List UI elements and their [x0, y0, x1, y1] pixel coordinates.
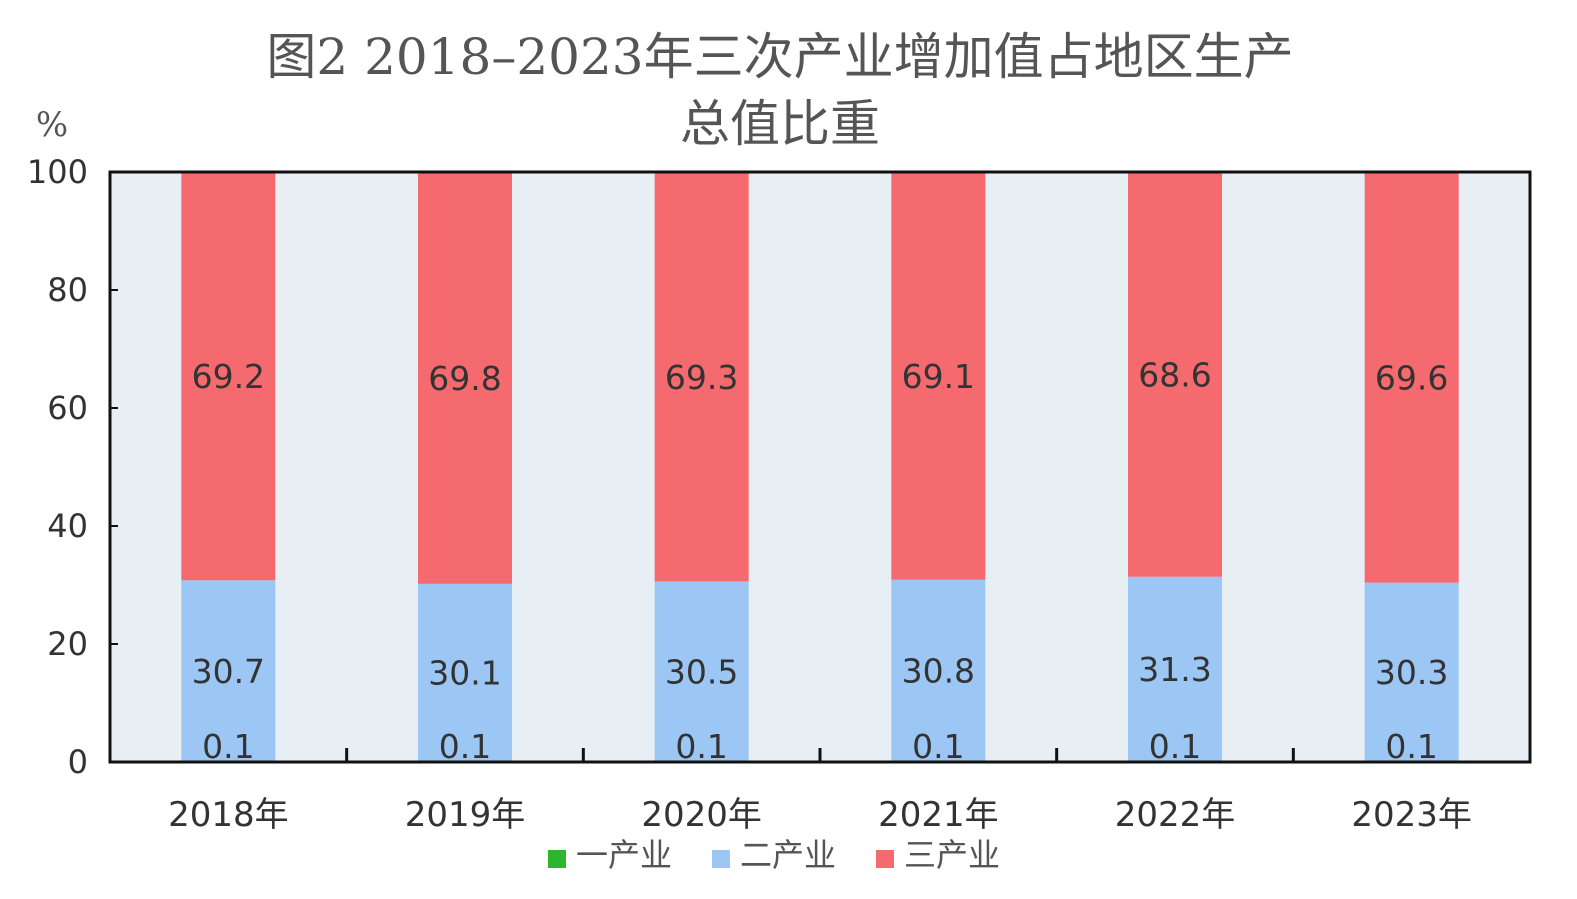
y-tick-label: 40: [47, 507, 88, 545]
legend-swatch: [712, 850, 730, 868]
legend-label: 一产业: [576, 836, 672, 874]
bar-segment: [181, 172, 276, 581]
x-axis: 2018年 2019年 2020年 2021年 2022年 2023年: [168, 748, 1472, 835]
bar-segment: [418, 583, 512, 762]
data-label: 69.8: [428, 359, 501, 398]
legend-swatch: [548, 850, 566, 868]
bars-group: [181, 172, 1459, 762]
x-tick-label: 2020年: [641, 795, 762, 835]
data-label: 0.1: [675, 727, 727, 766]
data-label: 69.1: [902, 357, 975, 396]
bar-segment: [1364, 172, 1459, 583]
y-tick-label: 100: [27, 153, 88, 191]
data-label: 30.8: [902, 652, 975, 691]
legend-label: 二产业: [740, 836, 836, 874]
data-labels-group: 0.1 30.7 69.2 0.1 30.1 69.8 0.1 30.5 69.3 0.1 30.8…: [192, 355, 1449, 766]
bar-segment: [1128, 172, 1222, 577]
legend: 一产业 二产业 三产业: [548, 836, 1000, 874]
x-tick-label: 2021年: [878, 795, 999, 835]
bar-segment: [181, 580, 276, 762]
data-label: 0.1: [1149, 727, 1201, 766]
bar-segment: [891, 172, 986, 580]
y-axis: 0 20 40 60 80 100: [27, 153, 118, 781]
data-label: 30.7: [192, 652, 265, 691]
y-tick-label: 60: [47, 389, 88, 427]
data-label: 0.1: [1385, 727, 1437, 766]
bar-segment: [418, 172, 512, 584]
y-tick-label: 20: [47, 625, 88, 663]
bar-segment: [1364, 582, 1459, 762]
chart-title-line-2: 总值比重: [680, 95, 880, 153]
chart-title-line-1: 图2 2018–2023年三次产业增加值占地区生产: [266, 28, 1293, 86]
y-tick-label: 80: [47, 271, 88, 309]
data-label: 0.1: [912, 727, 964, 766]
legend-label: 三产业: [904, 836, 1000, 874]
data-label: 69.6: [1375, 358, 1448, 397]
legend-swatch: [876, 850, 894, 868]
data-label: 69.2: [192, 357, 265, 396]
x-tick-label: 2018年: [168, 795, 289, 835]
data-label: 30.1: [428, 654, 501, 693]
data-label: 31.3: [1138, 650, 1211, 689]
data-label: 0.1: [439, 727, 491, 766]
x-tick-label: 2023年: [1351, 795, 1472, 835]
data-label: 0.1: [202, 727, 254, 766]
bar-segment: [654, 581, 749, 762]
x-tick-label: 2019年: [405, 795, 526, 835]
plot-area: [110, 172, 1530, 762]
bar-segment: [654, 172, 749, 582]
data-label: 68.6: [1138, 355, 1211, 394]
bar-segment: [1128, 576, 1222, 762]
data-label: 30.3: [1375, 653, 1448, 692]
y-tick-label: 0: [68, 743, 88, 781]
data-label: 30.5: [665, 652, 738, 691]
data-label: 69.3: [665, 358, 738, 397]
y-axis-unit-label: %: [36, 105, 68, 145]
x-tick-label: 2022年: [1115, 795, 1236, 835]
bar-segment: [891, 579, 986, 762]
